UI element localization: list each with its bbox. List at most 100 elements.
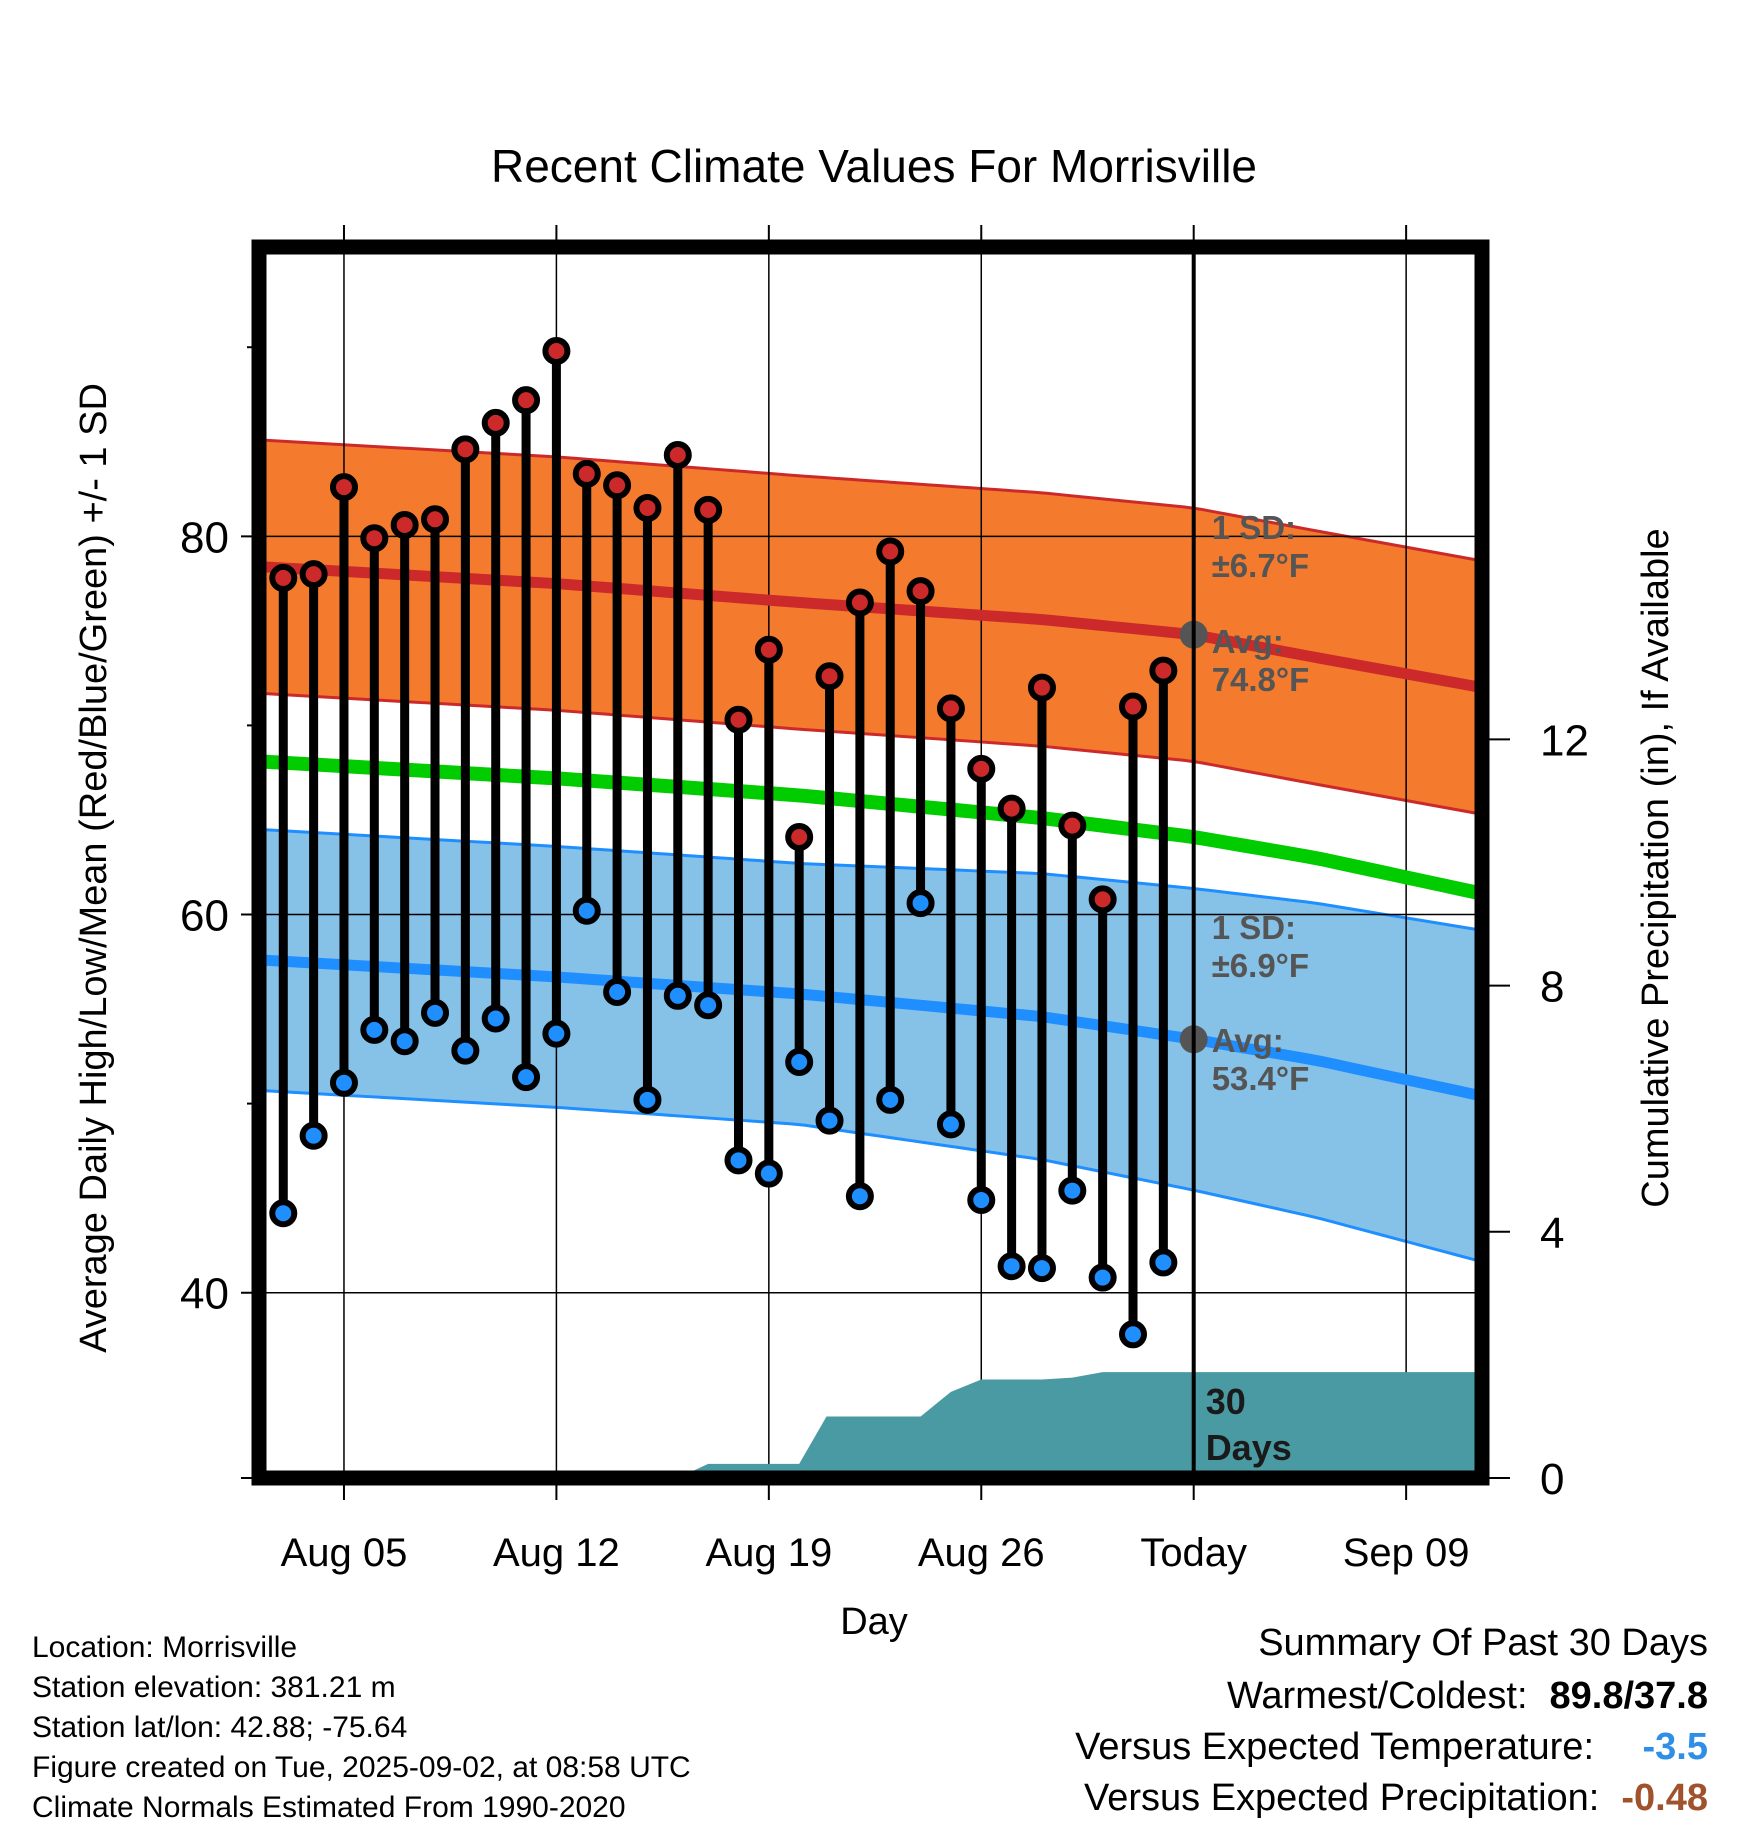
- x-tick-label: Sep 09: [1343, 1531, 1470, 1575]
- y-right-tick-label: 8: [1540, 963, 1564, 1012]
- daily-high-point: [421, 505, 450, 534]
- x-tick-label: Aug 05: [281, 1531, 408, 1575]
- y-left-tick-label: 60: [180, 892, 229, 941]
- daily-high-point: [542, 337, 571, 366]
- daily-low-point: [754, 1159, 783, 1188]
- daily-high-point: [663, 441, 692, 470]
- daily-low-point: [512, 1063, 541, 1092]
- daily-low-point: [936, 1110, 965, 1139]
- daily-high-point: [390, 510, 419, 539]
- daily-low-point: [1027, 1254, 1056, 1283]
- daily-high-point: [603, 471, 632, 500]
- summary-precip: Versus Expected Precipitation: -0.48: [1084, 1779, 1708, 1817]
- daily-high-point: [724, 705, 753, 734]
- daily-high-point: [694, 495, 723, 524]
- daily-high-point: [512, 386, 541, 415]
- y-right-tick-label: 4: [1540, 1209, 1564, 1258]
- daily-low-point: [724, 1146, 753, 1175]
- daily-low-point: [299, 1121, 328, 1150]
- low-sd-label: 1 SD: ±6.9°F: [1212, 909, 1309, 984]
- info-created: Figure created on Tue, 2025-09-02, at 08…: [32, 1751, 691, 1784]
- daily-high-point: [329, 473, 358, 502]
- daily-low-point: [906, 889, 935, 918]
- daily-high-point: [785, 822, 814, 851]
- daily-high-point: [1149, 656, 1178, 685]
- x-tick-label: Aug 26: [918, 1531, 1045, 1575]
- summary-warm-cold: Warmest/Coldest: 89.8/37.8: [1227, 1677, 1708, 1715]
- y-left-tick-label: 40: [180, 1270, 229, 1319]
- daily-low-point: [967, 1186, 996, 1215]
- high-avg-label: Avg: 74.8°F: [1212, 623, 1310, 698]
- info-normals: Climate Normals Estimated From 1990-2020: [32, 1791, 626, 1824]
- daily-high-point: [1088, 885, 1117, 914]
- summary-temp: Versus Expected Temperature: -3.5: [1075, 1728, 1708, 1766]
- daily-low-point: [1088, 1263, 1117, 1292]
- high-normal-band: [259, 439, 1482, 815]
- daily-low-point: [694, 991, 723, 1020]
- daily-high-point: [1119, 692, 1148, 721]
- y-right-tick-label: 0: [1540, 1455, 1564, 1504]
- daily-low-point: [633, 1085, 662, 1114]
- daily-high-point: [451, 435, 480, 464]
- low-normal-band-lower-edge: [258, 1088, 1483, 1264]
- daily-high-point: [299, 560, 328, 589]
- daily-low-point: [1119, 1320, 1148, 1349]
- daily-low-point: [390, 1027, 419, 1056]
- plot-area: 1 SD: ±6.7°F Avg: 74.8°F 1 SD: ±6.9°F Avg: 53.4…: [180, 225, 1589, 1575]
- plot-frame: [251, 239, 1490, 1486]
- daily-high-point: [1058, 811, 1087, 840]
- y-axis-label-left: Average Daily High/Low/Mean (Red/Blue/Gr…: [73, 383, 115, 1353]
- x-tick-label: Aug 19: [705, 1531, 832, 1575]
- low-avg-label: Avg: 53.4°F: [1212, 1022, 1310, 1097]
- daily-high-point: [1027, 673, 1056, 702]
- daily-high-point: [997, 794, 1026, 823]
- daily-high-point: [845, 588, 874, 617]
- today-days-label: 30 Days: [1206, 1381, 1292, 1468]
- x-axis-label: Day: [840, 1601, 908, 1643]
- daily-high-point: [815, 662, 844, 691]
- low-normal-band: [259, 829, 1482, 1262]
- warm-cold-value: 89.8/37.8: [1549, 1675, 1708, 1717]
- daily-high-point: [906, 577, 935, 606]
- y-right-tick-label: 12: [1540, 716, 1589, 765]
- daily-high-point: [481, 408, 510, 437]
- precipitation-area: [283, 1372, 1482, 1478]
- daily-high-point: [967, 754, 996, 783]
- precip-value: -0.48: [1621, 1777, 1708, 1819]
- daily-high-point: [876, 537, 905, 566]
- x-tick-label: Today: [1140, 1531, 1247, 1575]
- daily-low-point: [1058, 1176, 1087, 1205]
- daily-low-point: [542, 1019, 571, 1048]
- chart-title: Recent Climate Values For Morrisville: [491, 140, 1257, 192]
- daily-low-point: [421, 998, 450, 1027]
- info-elevation: Station elevation: 381.21 m: [32, 1671, 396, 1704]
- daily-low-point: [481, 1004, 510, 1033]
- precip-label: Versus Expected Precipitation:: [1083, 1777, 1600, 1819]
- daily-low-point: [603, 978, 632, 1007]
- daily-low-point: [572, 896, 601, 925]
- daily-low-point: [785, 1047, 814, 1076]
- daily-low-point: [269, 1199, 298, 1228]
- daily-low-point: [997, 1252, 1026, 1281]
- temp-value: -3.5: [1642, 1726, 1708, 1768]
- daily-high-point: [269, 563, 298, 592]
- warm-cold-label: Warmest/Coldest:: [1226, 1675, 1528, 1717]
- daily-low-point: [815, 1106, 844, 1135]
- info-location: Location: Morrisville: [32, 1631, 298, 1664]
- temp-label: Versus Expected Temperature:: [1075, 1726, 1594, 1768]
- y-left-tick-label: 80: [180, 513, 229, 562]
- y-axis-label-right: Cumulative Precipitation (in), If Availa…: [1635, 528, 1677, 1207]
- daily-high-point: [633, 493, 662, 522]
- daily-high-point: [360, 524, 389, 553]
- daily-low-point: [329, 1068, 358, 1097]
- daily-high-point: [754, 635, 783, 664]
- daily-low-point: [876, 1085, 905, 1114]
- high-sd-label: 1 SD: ±6.7°F: [1212, 509, 1309, 584]
- daily-high-point: [572, 459, 601, 488]
- daily-low-point: [663, 981, 692, 1010]
- daily-low-point: [360, 1015, 389, 1044]
- summary-title: Summary Of Past 30 Days: [1258, 1622, 1708, 1664]
- info-latlon: Station lat/lon: 42.88; -75.64: [32, 1711, 408, 1744]
- daily-low-point: [451, 1036, 480, 1065]
